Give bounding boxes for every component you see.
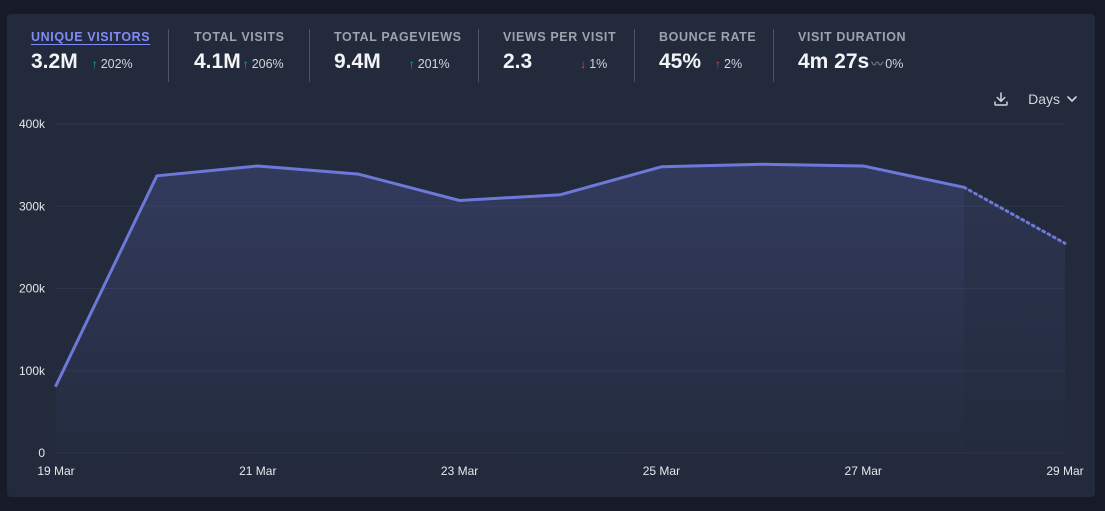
metric-change-value: 1% <box>589 57 608 71</box>
metric-change: ↑ 201% <box>409 57 450 71</box>
series-area-partial <box>964 187 1065 453</box>
metric-change-value: 2% <box>724 57 743 71</box>
metric-value: 3.2M <box>31 50 78 73</box>
arrow-up-icon: ↑ <box>408 57 415 71</box>
metric-label: BOUNCE RATE <box>659 30 757 44</box>
metric-label: VISIT DURATION <box>798 30 907 44</box>
series-line-incomplete <box>962 185 1067 245</box>
metric-divider <box>634 29 635 82</box>
chevron-down-icon <box>1067 95 1077 102</box>
interval-label: Days <box>1028 91 1060 107</box>
metric-change: ↓ 1% <box>580 57 607 71</box>
metric-change: ↑ 206% <box>243 57 284 71</box>
x-tick-label: 23 Mar <box>441 464 478 478</box>
metric-label: TOTAL PAGEVIEWS <box>334 30 462 44</box>
x-tick-label: 19 Mar <box>37 464 74 478</box>
series-area <box>56 164 965 454</box>
x-tick-label: 25 Mar <box>643 464 680 478</box>
chart-toolbar: Days <box>992 90 1077 108</box>
metric-total-pageviews[interactable]: TOTAL PAGEVIEWS 9.4M ↑ 201% <box>334 30 462 74</box>
flat-line-icon: 〰 <box>871 57 883 71</box>
metric-bounce-rate[interactable]: BOUNCE RATE 45% ↑ 2% <box>659 30 756 74</box>
metric-value: 2.3 <box>503 50 533 73</box>
metric-value: 4m 27s <box>798 50 870 73</box>
metric-value: 9.4M <box>334 50 381 73</box>
metric-change-value: 0% <box>885 56 904 71</box>
metric-divider <box>478 29 479 82</box>
y-tick-label: 300k <box>19 199 46 213</box>
metric-divider <box>309 29 310 82</box>
x-tick-label: 29 Mar <box>1046 464 1083 478</box>
metric-label: TOTAL VISITS <box>194 30 285 44</box>
metric-change: ↑ 2% <box>715 57 742 71</box>
arrow-up-icon: ↑ <box>91 57 98 71</box>
download-icon[interactable] <box>992 90 1010 108</box>
visitors-card: UNIQUE VISITORS 3.2M ↑ 202% TOTAL VISITS … <box>7 14 1095 497</box>
metric-views-per-visit[interactable]: VIEWS PER VISIT 2.3 ↓ 1% <box>503 30 616 74</box>
y-tick-label: 400k <box>19 117 46 131</box>
arrow-up-icon: ↑ <box>242 57 249 71</box>
y-tick-label: 200k <box>19 282 46 296</box>
metric-value: 45% <box>659 50 702 73</box>
x-tick-label: 21 Mar <box>239 464 276 478</box>
metric-unique-visitors[interactable]: UNIQUE VISITORS 3.2M ↑ 202% <box>31 30 150 74</box>
y-tick-label: 0 <box>38 446 45 460</box>
metric-divider <box>168 29 169 82</box>
metric-label: UNIQUE VISITORS <box>31 30 151 44</box>
metric-label: VIEWS PER VISIT <box>503 30 617 44</box>
arrow-down-icon: ↓ <box>580 57 587 71</box>
metric-divider <box>773 29 774 82</box>
metric-change-value: 206% <box>251 57 284 71</box>
series-line <box>54 162 966 388</box>
arrow-up-icon: ↑ <box>715 57 722 71</box>
metric-value: 4.1M <box>194 50 241 73</box>
metric-change-value: 202% <box>100 57 133 71</box>
y-tick-label: 100k <box>19 364 46 378</box>
metric-total-visits[interactable]: TOTAL VISITS 4.1M ↑ 206% <box>194 30 285 74</box>
visitors-chart: 0 100k 200k 300k 400k 19 Mar 21 Mar 23 Mar 25 Ma… <box>19 117 1084 478</box>
metric-visit-duration[interactable]: VISIT DURATION 4m 27s 〰 0% <box>798 30 906 74</box>
x-tick-label: 27 Mar <box>845 464 882 478</box>
metric-change-value: 201% <box>417 57 450 71</box>
metric-change: ↑ 202% <box>92 57 133 71</box>
metrics-bar: UNIQUE VISITORS 3.2M ↑ 202% TOTAL VISITS … <box>7 14 1095 94</box>
interval-picker[interactable]: Days <box>1028 91 1077 107</box>
metric-change: 〰 0% <box>871 55 903 72</box>
